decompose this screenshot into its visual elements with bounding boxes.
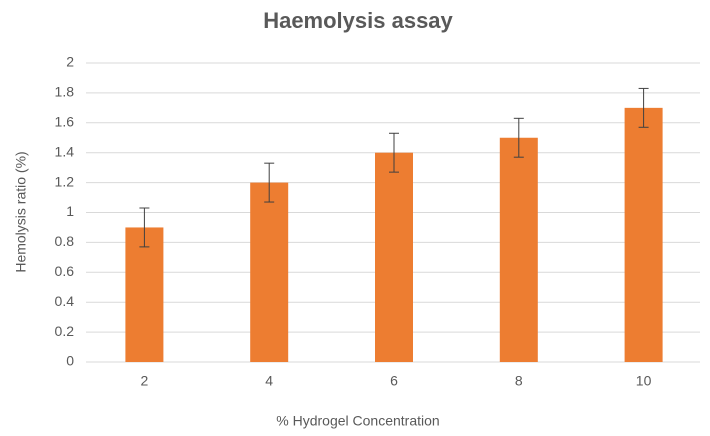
error-bar — [389, 132, 399, 173]
y-tick-label: 1.4 — [55, 143, 75, 159]
bar — [499, 137, 538, 362]
y-axis-label: Hemolysis ratio (%) — [13, 151, 29, 272]
x-axis-label: % Hydrogel Concentration — [276, 413, 439, 429]
y-tick-label: 1 — [66, 203, 74, 219]
error-bar — [513, 117, 524, 158]
x-tick-label: 2 — [141, 373, 149, 389]
bar — [125, 227, 164, 362]
x-tick-label: 10 — [636, 373, 652, 389]
chart-title: Haemolysis assay — [263, 8, 453, 33]
y-tick-label: 1.2 — [55, 173, 75, 189]
bar — [250, 182, 289, 362]
x-tick-label: 8 — [515, 373, 523, 389]
bar — [624, 107, 663, 362]
error-bar — [638, 87, 649, 128]
y-tick-label: 0 — [66, 353, 74, 369]
x-tick-label: 4 — [265, 373, 273, 389]
y-tick-label: 2 — [66, 54, 74, 70]
y-tick-label: 0.6 — [55, 263, 75, 279]
y-tick-label: 0.4 — [55, 293, 75, 309]
error-bar — [139, 207, 150, 248]
y-tick-label: 0.8 — [55, 233, 75, 249]
y-tick-label: 1.8 — [55, 84, 75, 100]
error-bar — [264, 162, 275, 203]
bar — [375, 152, 413, 362]
x-tick-label: 6 — [390, 373, 398, 389]
y-tick-label: 0.2 — [55, 323, 75, 339]
y-tick-label: 1.6 — [55, 114, 75, 130]
